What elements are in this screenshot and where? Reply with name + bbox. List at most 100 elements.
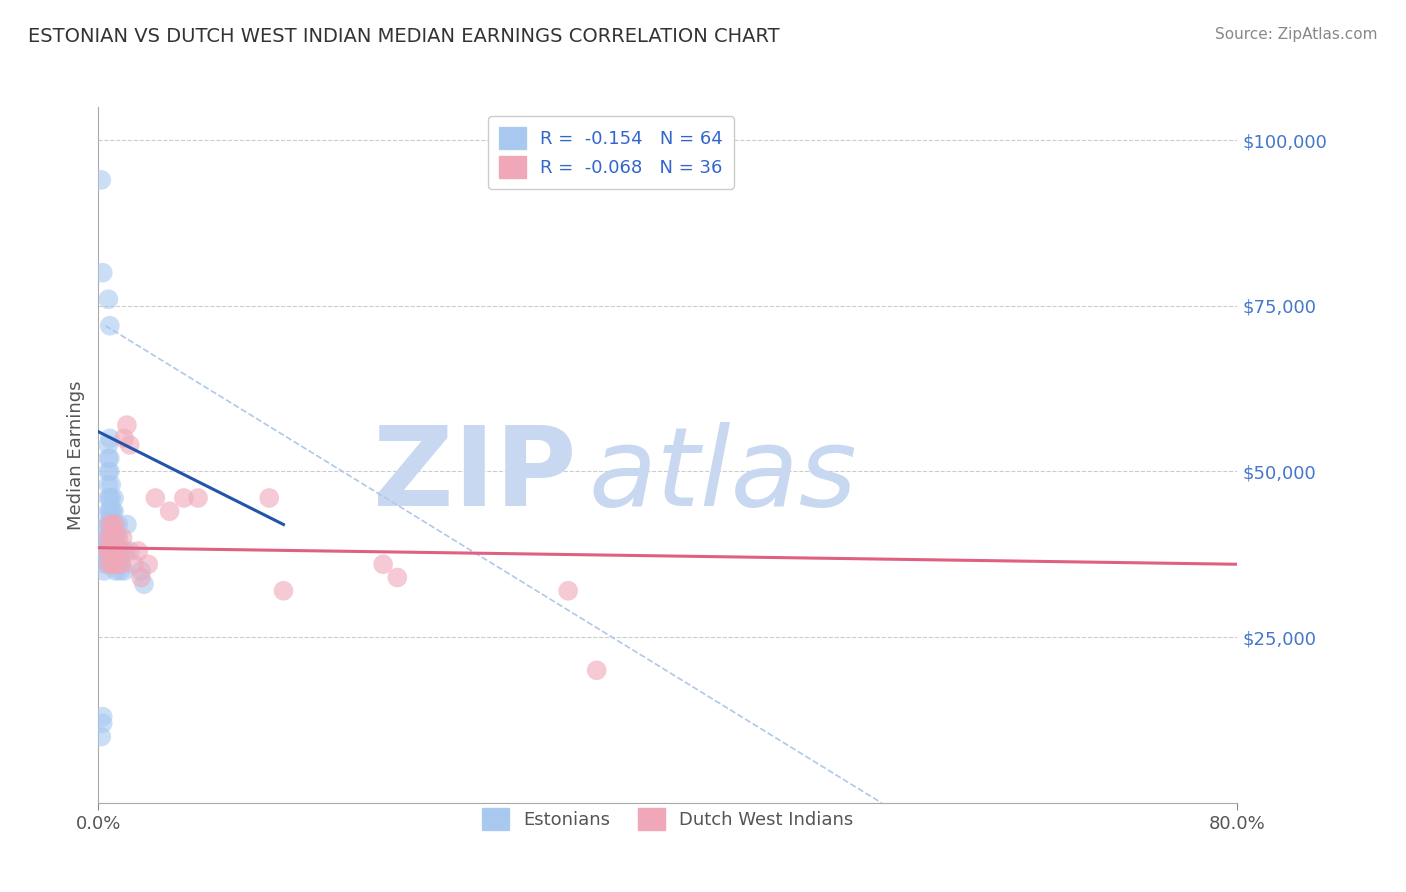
Point (98, 451, 121, 466)
Point (94, 517, 117, 532)
Point (115, 517, 138, 532)
Point (122, 558, 145, 572)
Text: Source: ZipAtlas.com: Source: ZipAtlas.com (1215, 27, 1378, 42)
Y-axis label: Median Earnings: Median Earnings (66, 380, 84, 530)
Point (97, 491, 120, 505)
Point (98, 465, 121, 479)
Point (557, 583, 579, 598)
Point (110, 558, 132, 572)
Point (103, 491, 125, 505)
Point (100, 477, 122, 491)
Point (97, 465, 120, 479)
Point (97, 504, 120, 518)
Point (93, 544, 115, 558)
Point (98, 544, 121, 558)
Point (94, 550, 117, 565)
Point (105, 558, 128, 572)
Text: atlas: atlas (588, 422, 856, 529)
Point (100, 558, 122, 572)
Point (101, 531, 124, 545)
Point (127, 544, 149, 558)
Point (118, 438, 141, 452)
Point (90, 173, 112, 187)
Point (104, 564, 127, 578)
Point (100, 531, 122, 545)
Point (585, 663, 607, 677)
Point (108, 564, 131, 578)
Point (104, 531, 127, 545)
Point (91, 266, 114, 280)
Point (97, 292, 120, 306)
Point (100, 531, 122, 545)
Point (108, 544, 131, 558)
Point (98, 318, 121, 333)
Point (101, 544, 124, 558)
Point (387, 570, 409, 584)
Point (111, 544, 134, 558)
Point (96, 544, 118, 558)
Point (129, 570, 152, 584)
Point (105, 531, 128, 545)
Point (97, 438, 120, 452)
Point (98, 531, 121, 545)
Point (103, 504, 125, 518)
Point (91, 709, 114, 723)
Point (91, 716, 114, 731)
Point (104, 550, 127, 565)
Point (104, 517, 127, 532)
Point (112, 564, 135, 578)
Text: ZIP: ZIP (374, 422, 576, 529)
Point (103, 531, 125, 545)
Point (105, 544, 128, 558)
Point (110, 558, 132, 572)
Point (96, 544, 118, 558)
Point (114, 544, 136, 558)
Point (173, 491, 195, 505)
Point (107, 531, 129, 545)
Point (129, 564, 152, 578)
Point (90, 730, 112, 744)
Point (94, 544, 117, 558)
Point (97, 451, 120, 466)
Point (259, 491, 281, 505)
Point (111, 531, 134, 545)
Point (136, 558, 159, 572)
Point (159, 504, 181, 518)
Point (98, 491, 121, 505)
Point (103, 531, 125, 545)
Point (96, 550, 118, 565)
Point (98, 517, 121, 532)
Point (94, 531, 117, 545)
Point (98, 431, 121, 445)
Point (100, 517, 122, 532)
Point (108, 550, 131, 565)
Point (373, 558, 395, 572)
Point (132, 577, 155, 591)
Point (115, 418, 138, 433)
Point (100, 491, 122, 505)
Point (98, 504, 121, 518)
Point (107, 517, 129, 532)
Point (101, 544, 124, 558)
Point (98, 544, 121, 558)
Point (97, 531, 120, 545)
Point (98, 517, 121, 532)
Point (97, 477, 120, 491)
Point (97, 531, 120, 545)
Point (104, 544, 127, 558)
Legend: Estonians, Dutch West Indians: Estonians, Dutch West Indians (470, 795, 866, 842)
Point (97, 517, 120, 532)
Point (187, 491, 209, 505)
Point (101, 517, 124, 532)
Point (101, 517, 124, 532)
Point (101, 504, 124, 518)
Point (93, 550, 115, 565)
Text: ESTONIAN VS DUTCH WEST INDIAN MEDIAN EARNINGS CORRELATION CHART: ESTONIAN VS DUTCH WEST INDIAN MEDIAN EAR… (28, 27, 780, 45)
Point (100, 504, 122, 518)
Point (93, 564, 115, 578)
Point (103, 517, 125, 532)
Point (97, 544, 120, 558)
Point (97, 558, 120, 572)
Point (273, 583, 295, 598)
Point (112, 431, 135, 445)
